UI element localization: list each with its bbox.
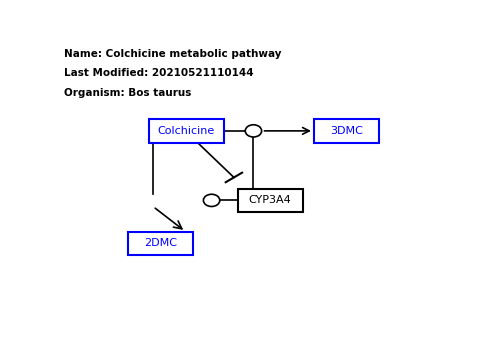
Text: 2DMC: 2DMC [144,239,177,248]
Text: CYP3A4: CYP3A4 [249,195,291,205]
FancyBboxPatch shape [314,119,379,143]
Text: Colchicine: Colchicine [158,126,215,136]
Circle shape [204,194,220,206]
Text: Last Modified: 20210521110144: Last Modified: 20210521110144 [64,68,253,78]
Circle shape [245,125,262,137]
Text: Name: Colchicine metabolic pathway: Name: Colchicine metabolic pathway [64,49,281,59]
FancyBboxPatch shape [128,232,193,255]
Text: Organism: Bos taurus: Organism: Bos taurus [64,88,191,98]
FancyBboxPatch shape [238,188,303,212]
FancyBboxPatch shape [149,119,224,143]
Text: 3DMC: 3DMC [330,126,363,136]
